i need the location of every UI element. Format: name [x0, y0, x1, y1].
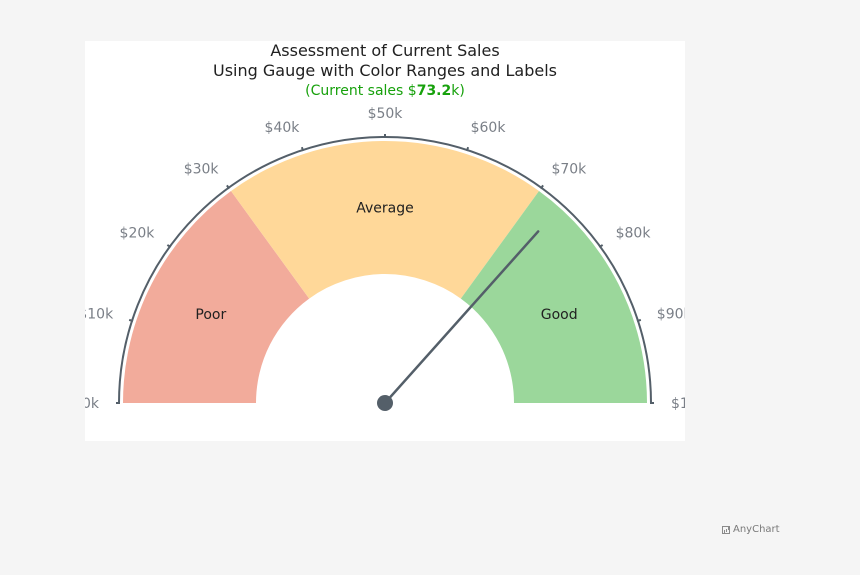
subtitle-prefix: (Current sales $	[305, 83, 417, 99]
tick-label: $40k	[265, 120, 301, 136]
tick-mark	[226, 184, 231, 190]
tick-label: $10k	[85, 306, 114, 322]
chart-icon	[722, 525, 730, 534]
tick-label: $80k	[616, 226, 652, 242]
tick-mark	[598, 244, 604, 249]
subtitle-suffix: k)	[451, 83, 465, 99]
gauge-chart: Assessment of Current Sales Using Gauge …	[85, 41, 685, 441]
range-label-average: Average	[356, 201, 414, 217]
tick-mark	[465, 146, 470, 152]
range-band-average	[231, 141, 539, 299]
range-bars	[123, 141, 647, 403]
tick-mark	[128, 318, 134, 323]
tick-mark	[539, 184, 544, 190]
needle	[377, 230, 540, 411]
tick-labels: $0k $10k $20k $30k $40k $50k $60k $70k $80k $90k $…	[85, 106, 685, 412]
tick-mark	[166, 244, 172, 249]
tick-label: $0k	[85, 396, 100, 412]
tick-label: $100k	[671, 396, 685, 412]
needle-cap	[377, 395, 393, 411]
subtitle-value: 73.2	[417, 83, 452, 99]
tick-mark	[636, 318, 642, 323]
needle-line	[383, 230, 540, 405]
chart-subtitle: (Current sales $73.2k)	[305, 83, 465, 99]
tick-label: $30k	[184, 161, 220, 177]
tick-label: $60k	[471, 120, 507, 136]
range-label-good: Good	[541, 307, 578, 323]
chart-title-line-1: Assessment of Current Sales	[270, 41, 499, 60]
range-band-poor	[123, 191, 310, 403]
tick-label: $50k	[368, 106, 404, 122]
range-label-poor: Poor	[195, 307, 226, 323]
tick-mark	[300, 146, 305, 152]
gauge-axis	[116, 134, 654, 404]
anychart-credit[interactable]: AnyChart	[722, 524, 780, 535]
range-band-good	[460, 191, 647, 403]
tick-label: $90k	[657, 306, 685, 322]
tick-label: $70k	[551, 161, 587, 177]
credit-text: AnyChart	[733, 524, 780, 535]
chart-title-line-2: Using Gauge with Color Ranges and Labels	[213, 61, 557, 80]
gauge-svg: Assessment of Current Sales Using Gauge …	[85, 41, 685, 412]
tick-label: $20k	[120, 226, 156, 242]
range-labels: Poor Average Good	[195, 201, 577, 324]
